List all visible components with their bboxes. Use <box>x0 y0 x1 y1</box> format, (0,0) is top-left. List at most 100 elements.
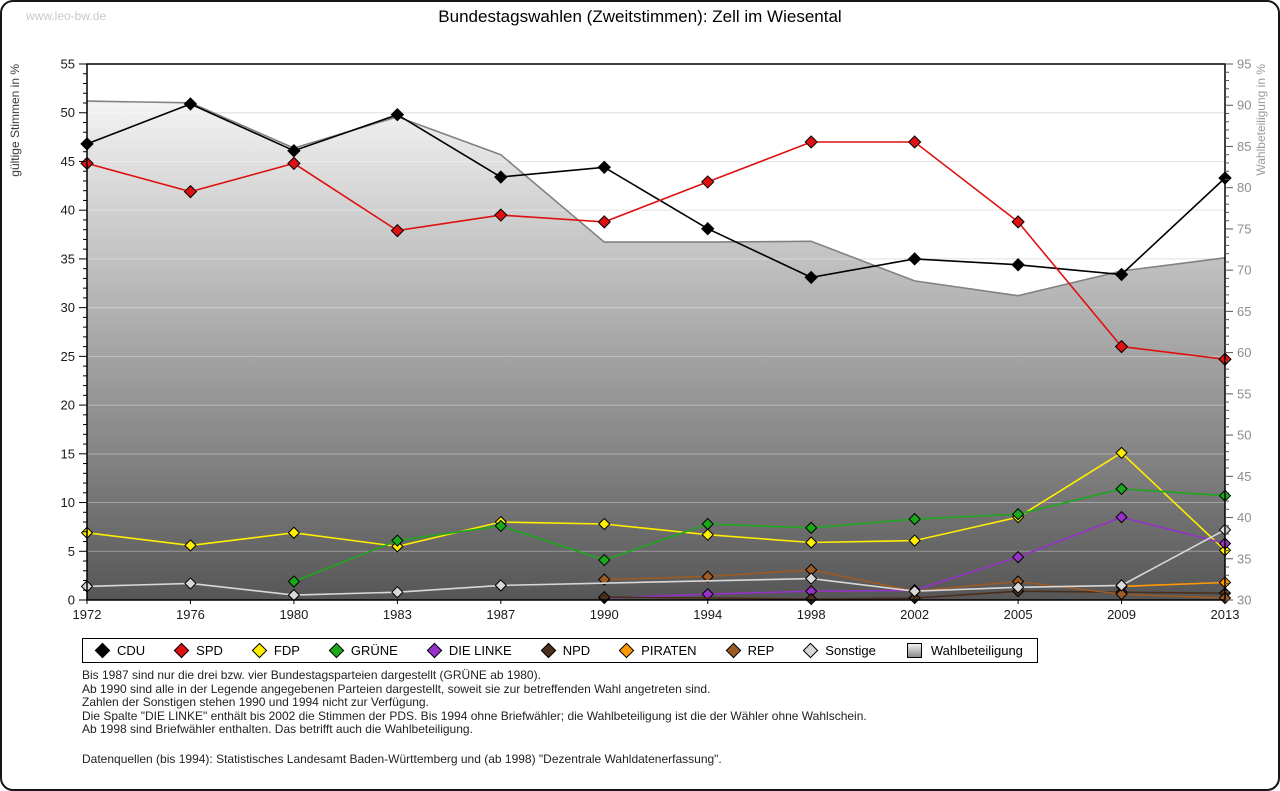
page-title: Bundestagswahlen (Zweitstimmen): Zell im… <box>438 7 842 26</box>
marker-GRÜNE-2002 <box>908 512 921 526</box>
series-line-NPD <box>604 590 1226 600</box>
footnote-source: Datenquellen (bis 1994): Statistisches L… <box>82 751 722 766</box>
legend-diamond-icon <box>540 642 556 659</box>
legend-item-fdp: FDP <box>251 642 300 659</box>
x-axis-tick-label: 1994 <box>693 607 722 622</box>
right-axis-tick-label: 40 <box>1237 510 1251 525</box>
right-axis-tick-label: 80 <box>1237 180 1251 195</box>
legend-diamond-icon <box>725 642 741 659</box>
election-line-chart: 0 5 10 15 20 25 30 35 40 45 50 55 30 35 40 45 50 55 60 65 70… <box>8 57 1268 623</box>
left-axis-title: gültige Stimmen in % <box>8 64 22 177</box>
x-axis-tick-label: 1976 <box>176 607 205 622</box>
legend-item-sonstige: Sonstige <box>803 642 876 659</box>
footnote-line-5: Ab 1998 sind Briefwähler enthalten. Das … <box>82 722 473 737</box>
left-axis-tick-label: 30 <box>61 300 75 315</box>
marker-GRÜNE-2005 <box>1011 508 1025 521</box>
marker-FDP-1990 <box>598 517 611 531</box>
marker-CDU-2002 <box>907 252 922 266</box>
marker-DIE LINKE-2009 <box>1115 510 1128 524</box>
footnote-line-3: Zahlen der Sonstigen stehen 1990 und 199… <box>82 695 429 710</box>
marker-Sonstige-1987 <box>494 579 508 592</box>
legend-label-spd: SPD <box>196 643 223 658</box>
x-axis-tick-label: 2013 <box>1211 607 1240 622</box>
series-line-SPD <box>86 141 1226 361</box>
marker-FDP-1976 <box>184 539 197 552</box>
marker-Sonstige-1998 <box>804 572 818 585</box>
series-line-CDU <box>86 103 1226 279</box>
marker-CDU-1983 <box>390 107 405 122</box>
left-axis-tick-label: 45 <box>61 154 75 169</box>
marker-SPD-2002 <box>907 135 922 149</box>
turnout-line <box>86 100 1226 297</box>
x-axis-tick-label: 2002 <box>900 607 929 622</box>
legend-label-die-linke: DIE LINKE <box>448 643 512 658</box>
marker-SPD-1983 <box>390 223 405 238</box>
marker-GRÜNE-1994 <box>701 517 714 531</box>
marker-REP-1994 <box>701 570 714 583</box>
marker-FDP-2009 <box>1115 446 1128 460</box>
marker-SPD-1980 <box>287 156 301 171</box>
marker-GRÜNE-1987 <box>494 519 508 533</box>
legend-item-cdu: CDU <box>94 642 145 659</box>
left-axis-tick-label: 25 <box>61 349 75 364</box>
marker-GRÜNE-1990 <box>598 553 611 567</box>
marker-Sonstige-2002 <box>908 585 921 598</box>
x-axis-tick-label: 1983 <box>383 607 412 622</box>
legend-area-swatch-icon <box>906 643 922 658</box>
marker-SPD-1998 <box>804 135 818 149</box>
series-line-PIRATEN <box>1121 581 1226 588</box>
legend-item-rep: REP <box>725 642 774 659</box>
marker-GRÜNE-1998 <box>804 521 818 535</box>
marker-CDU-2005 <box>1011 258 1025 272</box>
marker-SPD-2009 <box>1114 339 1129 354</box>
legend-item-wahlbeteiligung: Wahlbeteiligung <box>906 643 1023 658</box>
legend-diamond-icon <box>426 642 443 659</box>
marker-CDU-1990 <box>597 160 611 175</box>
right-axis-tick-label: 50 <box>1237 428 1251 443</box>
marker-GRÜNE-2009 <box>1115 482 1128 496</box>
x-axis-tick-label: 1972 <box>73 607 102 622</box>
series-line-GRÜNE <box>293 488 1226 583</box>
x-axis-tick-label: 1998 <box>797 607 826 622</box>
right-axis-tick-label: 55 <box>1237 386 1251 401</box>
marker-CDU-2009 <box>1114 267 1129 282</box>
right-axis-tick-label: 35 <box>1237 551 1251 566</box>
x-axis-tick-label: 2009 <box>1107 607 1136 622</box>
marker-FDP-1994 <box>701 528 714 541</box>
legend-item-die-linke: DIE LINKE <box>426 642 512 659</box>
legend-diamond-icon <box>251 642 268 659</box>
right-axis-tick-label: 70 <box>1237 263 1251 278</box>
right-axis-tick-label: 45 <box>1237 469 1251 484</box>
marker-Sonstige-2009 <box>1115 579 1128 592</box>
marker-SPD-1987 <box>494 208 508 222</box>
marker-FDP-1998 <box>804 536 818 549</box>
legend-item-piraten: PIRATEN <box>618 642 697 659</box>
marker-SPD-2005 <box>1011 215 1025 229</box>
marker-FDP-2002 <box>908 534 921 547</box>
legend-label-piraten: PIRATEN <box>641 643 697 658</box>
legend-item-spd: SPD <box>173 642 223 659</box>
left-axis-tick-label: 50 <box>61 105 75 120</box>
footnote-line-2: Ab 1990 sind alle in der Legende angegeb… <box>82 681 711 696</box>
marker-DIE LINKE-2005 <box>1011 550 1025 564</box>
legend-item-npd: NPD <box>540 642 591 659</box>
watermark-leo-bw: www.leo-bw.de <box>26 9 107 23</box>
legend-label-fdp: FDP <box>273 643 300 658</box>
legend-diamond-icon <box>328 642 345 659</box>
chart-legend: CDU SPD FDP GRÜNE DIE LINKE NPD PIRATEN REP Sons… <box>82 638 1038 663</box>
footnote-line-4: Die Spalte "DIE LINKE" enthält bis 2002 … <box>82 708 867 723</box>
legend-diamond-icon <box>94 642 111 659</box>
right-axis-tick-label: 30 <box>1237 593 1251 608</box>
right-axis-tick-label: 95 <box>1237 57 1251 72</box>
chart-footnotes: Bis 1987 sind nur die drei bzw. vier Bun… <box>82 668 1252 767</box>
left-axis-tick-label: 0 <box>68 593 75 608</box>
marker-GRÜNE-1983 <box>391 534 404 547</box>
x-axis-tick-label: 1980 <box>279 607 308 622</box>
legend-item-grüne: GRÜNE <box>328 642 398 659</box>
legend-label-npd: NPD <box>562 643 591 658</box>
marker-SPD-1990 <box>597 215 611 229</box>
right-axis-title: Wahlbeteiligung in % <box>1254 64 1268 176</box>
footnote-line-1: Bis 1987 sind nur die drei bzw. vier Bun… <box>82 668 541 682</box>
turnout-area <box>87 101 1225 600</box>
marker-REP-1990 <box>598 573 611 586</box>
